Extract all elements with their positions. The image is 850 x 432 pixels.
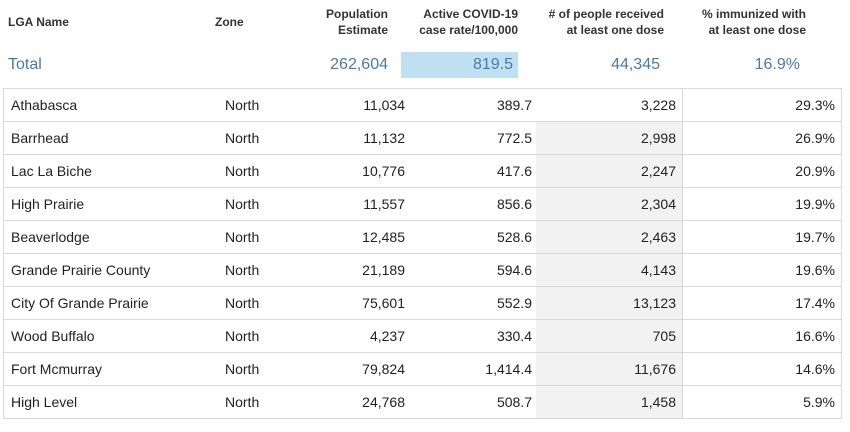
- header-zone-label: Zone: [215, 15, 244, 29]
- lga-data-table: Athabasca North 11,034 389.7 3,228 29.3% Barrh…: [3, 88, 842, 419]
- zone-cell[interactable]: North: [218, 286, 305, 320]
- population-cell[interactable]: 11,557: [305, 187, 409, 221]
- header-lga-name[interactable]: LGA Name: [8, 14, 69, 30]
- doses-cell[interactable]: 705: [536, 319, 683, 353]
- table-row[interactable]: Lac La Biche North 10,776 417.6 2,247 20.9%: [3, 154, 842, 188]
- doses-cell[interactable]: 2,304: [536, 187, 683, 221]
- lga-name-cell[interactable]: Barrhead: [3, 121, 218, 155]
- case-rate-cell[interactable]: 594.6: [409, 253, 536, 287]
- doses-cell[interactable]: 2,463: [536, 220, 683, 254]
- lga-name-cell[interactable]: Wood Buffalo: [3, 319, 218, 353]
- pct-immunized-cell[interactable]: 19.6%: [682, 253, 842, 287]
- header-case-rate-line2: case rate/100,000: [419, 23, 518, 37]
- zone-cell[interactable]: North: [218, 121, 305, 155]
- doses-cell[interactable]: 3,228: [536, 88, 683, 122]
- pct-immunized-cell[interactable]: 17.4%: [682, 286, 842, 320]
- doses-cell[interactable]: 2,998: [536, 121, 683, 155]
- table-row[interactable]: Athabasca North 11,034 389.7 3,228 29.3%: [3, 88, 842, 122]
- doses-cell[interactable]: 11,676: [536, 352, 683, 386]
- pct-immunized-cell[interactable]: 19.9%: [682, 187, 842, 221]
- pct-immunized-cell[interactable]: 16.6%: [682, 319, 842, 353]
- case-rate-cell[interactable]: 552.9: [409, 286, 536, 320]
- population-cell[interactable]: 11,132: [305, 121, 409, 155]
- header-doses-line2: at least one dose: [566, 23, 664, 37]
- doses-cell[interactable]: 4,143: [536, 253, 683, 287]
- totals-row: Total 262,604 819.5 44,345 16.9%: [0, 52, 850, 78]
- zone-cell[interactable]: North: [218, 385, 305, 419]
- population-cell[interactable]: 21,189: [305, 253, 409, 287]
- header-pct-line1: % immunized with: [701, 7, 806, 21]
- case-rate-cell[interactable]: 856.6: [409, 187, 536, 221]
- zone-cell[interactable]: North: [218, 187, 305, 221]
- pct-immunized-cell[interactable]: 20.9%: [682, 154, 842, 188]
- population-cell[interactable]: 79,824: [305, 352, 409, 386]
- population-cell[interactable]: 11,034: [305, 88, 409, 122]
- pct-immunized-cell[interactable]: 5.9%: [682, 385, 842, 419]
- header-case-rate-line1: Active COVID-19: [423, 7, 518, 21]
- population-cell[interactable]: 4,237: [305, 319, 409, 353]
- table-row[interactable]: Barrhead North 11,132 772.5 2,998 26.9%: [3, 121, 842, 155]
- header-zone[interactable]: Zone: [215, 14, 244, 30]
- zone-cell[interactable]: North: [218, 352, 305, 386]
- case-rate-cell[interactable]: 1,414.4: [409, 352, 536, 386]
- lga-name-cell[interactable]: Lac La Biche: [3, 154, 218, 188]
- table-row[interactable]: Beaverlodge North 12,485 528.6 2,463 19.7%: [3, 220, 842, 254]
- pct-immunized-cell[interactable]: 14.6%: [682, 352, 842, 386]
- header-population-line1: Population: [326, 7, 388, 21]
- lga-name-cell[interactable]: Beaverlodge: [3, 220, 218, 254]
- population-cell[interactable]: 24,768: [305, 385, 409, 419]
- pct-immunized-cell[interactable]: 29.3%: [682, 88, 842, 122]
- table-row[interactable]: High Prairie North 11,557 856.6 2,304 19.9%: [3, 187, 842, 221]
- population-cell[interactable]: 75,601: [305, 286, 409, 320]
- case-rate-cell[interactable]: 417.6: [409, 154, 536, 188]
- header-population-line2: Estimate: [337, 23, 388, 37]
- totals-doses[interactable]: 44,345: [611, 56, 660, 73]
- zone-cell[interactable]: North: [218, 88, 305, 122]
- lga-name-cell[interactable]: Athabasca: [3, 88, 218, 122]
- table-row[interactable]: Grande Prairie County North 21,189 594.6 4,1…: [3, 253, 842, 287]
- pct-immunized-cell[interactable]: 26.9%: [682, 121, 842, 155]
- header-population[interactable]: Population Estimate: [292, 6, 388, 38]
- header-pct-line2: at least one dose: [708, 23, 806, 37]
- table-row[interactable]: Fort Mcmurray North 79,824 1,414.4 11,676 14.…: [3, 352, 842, 386]
- header-doses-line1: # of people received: [548, 7, 664, 21]
- case-rate-cell[interactable]: 772.5: [409, 121, 536, 155]
- lga-name-cell[interactable]: City Of Grande Prairie: [3, 286, 218, 320]
- zone-cell[interactable]: North: [218, 154, 305, 188]
- case-rate-cell[interactable]: 508.7: [409, 385, 536, 419]
- zone-cell[interactable]: North: [218, 319, 305, 353]
- zone-cell[interactable]: North: [218, 253, 305, 287]
- doses-cell[interactable]: 1,458: [536, 385, 683, 419]
- zone-cell[interactable]: North: [218, 220, 305, 254]
- population-cell[interactable]: 10,776: [305, 154, 409, 188]
- header-doses[interactable]: # of people received at least one dose: [520, 6, 664, 38]
- population-cell[interactable]: 12,485: [305, 220, 409, 254]
- totals-label: Total: [8, 56, 42, 73]
- totals-pct[interactable]: 16.9%: [754, 56, 800, 73]
- table-row[interactable]: Wood Buffalo North 4,237 330.4 705 16.6%: [3, 319, 842, 353]
- doses-cell[interactable]: 2,247: [536, 154, 683, 188]
- totals-population[interactable]: 262,604: [330, 56, 388, 73]
- lga-name-cell[interactable]: Grande Prairie County: [3, 253, 218, 287]
- totals-case-rate[interactable]: 819.5: [401, 52, 518, 78]
- lga-table-body: Athabasca North 11,034 389.7 3,228 29.3% Barrh…: [3, 88, 842, 419]
- lga-name-cell[interactable]: High Level: [3, 385, 218, 419]
- lga-name-cell[interactable]: Fort Mcmurray: [3, 352, 218, 386]
- table-row[interactable]: High Level North 24,768 508.7 1,458 5.9%: [3, 385, 842, 419]
- header-pct-immunized[interactable]: % immunized with at least one dose: [670, 6, 806, 38]
- header-lga-name-label: LGA Name: [8, 15, 69, 29]
- case-rate-cell[interactable]: 330.4: [409, 319, 536, 353]
- case-rate-cell[interactable]: 389.7: [409, 88, 536, 122]
- case-rate-cell[interactable]: 528.6: [409, 220, 536, 254]
- lga-name-cell[interactable]: High Prairie: [3, 187, 218, 221]
- header-case-rate[interactable]: Active COVID-19 case rate/100,000: [396, 6, 518, 38]
- doses-cell[interactable]: 13,123: [536, 286, 683, 320]
- pct-immunized-cell[interactable]: 19.7%: [682, 220, 842, 254]
- table-row[interactable]: City Of Grande Prairie North 75,601 552.9 13…: [3, 286, 842, 320]
